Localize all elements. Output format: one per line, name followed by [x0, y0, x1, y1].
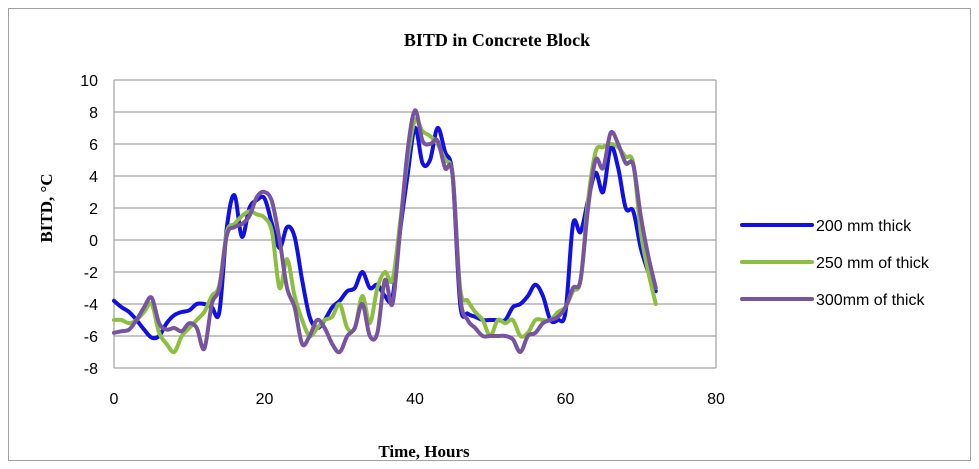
x-tick-label: 20 — [256, 391, 274, 408]
chart-title: BITD in Concrete Block — [404, 30, 590, 50]
y-tick-label: -2 — [84, 265, 98, 282]
tick-labels: -8 -6 -4 -2 0 2 4 6 8 10 0 20 40 60 80 — [80, 73, 725, 408]
series-line — [112, 108, 658, 355]
y-tick-label: -8 — [84, 361, 98, 378]
y-tick-label: 0 — [89, 233, 98, 250]
y-tick-label: 10 — [80, 73, 98, 90]
x-tick-label: 80 — [707, 391, 725, 408]
series-lines — [112, 108, 658, 355]
chart-frame — [8, 8, 971, 461]
y-tick-label: 8 — [89, 105, 98, 122]
y-axis-title: BITD, °C — [37, 173, 56, 242]
legend-label: 250 mm of thick — [816, 255, 930, 272]
legend: 200 mm thick 250 mm of thick 300mm of thic… — [740, 218, 930, 309]
x-tick-label: 60 — [557, 391, 575, 408]
y-tick-label: -6 — [84, 329, 98, 346]
x-axis-title: Time, Hours — [378, 442, 470, 461]
y-tick-label: 6 — [89, 137, 98, 154]
x-tick-label: 0 — [110, 391, 119, 408]
legend-label: 200 mm thick — [816, 218, 912, 235]
series-line — [112, 116, 658, 355]
series-line — [112, 125, 658, 341]
y-tick-label: 4 — [89, 169, 98, 186]
legend-label: 300mm of thick — [816, 292, 925, 309]
y-tick-label: -4 — [84, 297, 98, 314]
x-tick-label: 40 — [406, 391, 424, 408]
y-tick-label: 2 — [89, 201, 98, 218]
